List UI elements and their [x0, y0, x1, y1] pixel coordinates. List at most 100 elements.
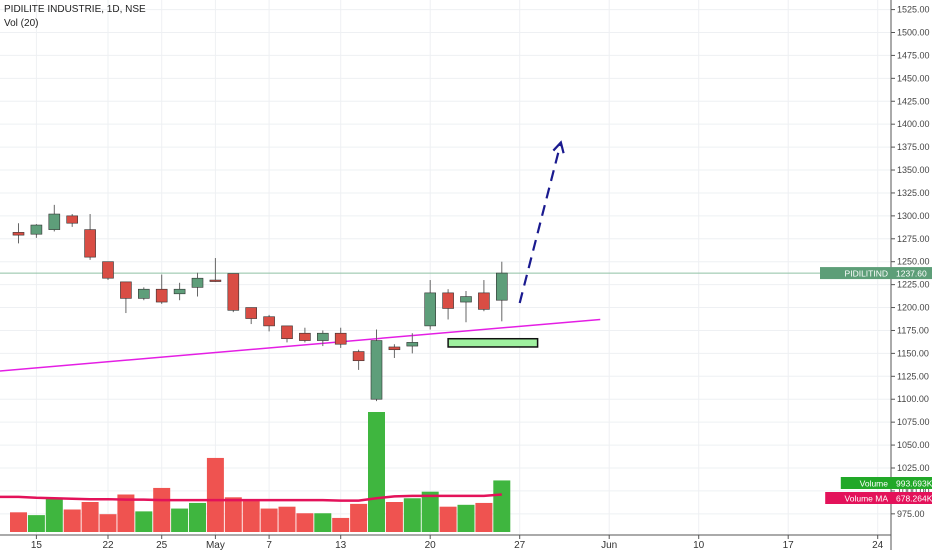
- volume-bar: [368, 412, 385, 532]
- y-tick-label: 1525.00: [897, 5, 930, 15]
- last-price-value-bg: [893, 267, 932, 280]
- volume-bar: [81, 502, 99, 532]
- grid: [0, 0, 890, 535]
- candle-body: [424, 292, 437, 327]
- volume-name: Volume: [860, 479, 889, 489]
- x-tick-label: 25: [156, 540, 168, 550]
- trendline: [0, 318, 601, 372]
- y-tick-label: 1475.00: [897, 50, 930, 60]
- last-price-name: PIDILITIND: [845, 269, 888, 279]
- candle-body: [138, 288, 150, 299]
- candle-body: [370, 340, 383, 400]
- y-tick-label: 1425.00: [897, 96, 930, 106]
- price-labels: PIDILITIND 1237.60 Volume 993.693K Volume MA…: [820, 267, 932, 504]
- volume-bar: [314, 513, 332, 532]
- volume-bar: [189, 502, 206, 532]
- volume-name-bg: [840, 477, 893, 489]
- x-tick-label: 10: [693, 540, 705, 550]
- support-zone: [447, 337, 539, 348]
- candle-body: [263, 316, 275, 327]
- volume-bar: [493, 480, 511, 532]
- candle-body: [227, 273, 240, 311]
- candle-body: [66, 215, 78, 224]
- candle-body: [495, 272, 508, 301]
- volume-ma-name-bg: [825, 492, 893, 504]
- volume-value: 993.693K: [896, 479, 932, 489]
- volume-bar: [224, 497, 242, 532]
- x-tick-label: 13: [335, 540, 347, 550]
- candle-body: [12, 232, 25, 236]
- volume-bar: [278, 506, 296, 532]
- y-tick-label: 975.00: [897, 509, 925, 519]
- candle-body: [245, 307, 257, 319]
- volume-bar: [296, 513, 314, 532]
- volume-bar: [99, 514, 117, 532]
- y-tick-label: 1400.00: [897, 119, 930, 129]
- y-tick-label: 1050.00: [897, 440, 930, 450]
- volume-bar: [27, 515, 45, 532]
- y-tick-label: 1225.00: [897, 280, 930, 290]
- y-tick-label: 1250.00: [897, 257, 930, 267]
- y-tick-label: 1075.00: [897, 417, 930, 427]
- y-tick-label: 1175.00: [897, 325, 929, 335]
- candle-body: [388, 346, 401, 351]
- volume-bar: [403, 498, 421, 532]
- volume-bar: [135, 511, 153, 532]
- x-tick-label: 27: [514, 540, 526, 550]
- volume-ma-line: [0, 493, 502, 502]
- candle-body: [48, 213, 61, 230]
- volume-bar: [206, 457, 224, 532]
- projection-arrow-line: [518, 142, 562, 304]
- x-tick-label: 17: [783, 540, 795, 550]
- volume-ma-layer: [0, 493, 502, 502]
- volume-ma-value: 678.264K: [896, 494, 932, 504]
- trendline-layer: [0, 318, 601, 372]
- volume-ma-value-bg: [893, 492, 932, 504]
- candle-body: [120, 281, 132, 299]
- candle-body: [30, 224, 43, 235]
- candles: [12, 204, 508, 402]
- candle-body: [352, 351, 365, 362]
- volume-bar: [350, 503, 368, 532]
- support-zone-layer: [447, 337, 539, 348]
- candle-body: [84, 229, 96, 258]
- y-tick-label: 1375.00: [897, 142, 930, 152]
- x-tick-label: May: [206, 540, 225, 550]
- candle-body: [299, 332, 311, 341]
- candle-body: [173, 288, 186, 295]
- y-tick-label: 1300.00: [897, 211, 930, 221]
- volume-indicator-title: Vol (20): [4, 18, 39, 29]
- candle-body: [316, 332, 329, 341]
- y-tick-label: 1100.00: [897, 394, 929, 404]
- volume-bar: [260, 508, 278, 532]
- volume-bar: [45, 498, 63, 532]
- x-tick-label: 24: [872, 540, 884, 550]
- volume-bar: [385, 502, 403, 532]
- volume-bar: [475, 502, 493, 532]
- last-price-value: 1237.60: [896, 269, 927, 279]
- candle-body: [460, 296, 472, 303]
- y-tick-label: 1450.00: [897, 73, 930, 83]
- volume-bar: [421, 491, 439, 532]
- x-tick-label: 22: [102, 540, 114, 550]
- candle-body: [406, 342, 419, 347]
- volume-value-bg: [893, 477, 932, 489]
- x-tick-label: 7: [266, 540, 272, 550]
- last-price-name-bg: [820, 267, 893, 280]
- volume-ma-name: Volume MA: [845, 494, 889, 504]
- volume-bar: [439, 506, 457, 532]
- candle-body: [442, 292, 454, 309]
- candle-body: [191, 277, 204, 288]
- y-tick-label: 1275.00: [897, 234, 930, 244]
- candle-body: [209, 279, 222, 282]
- symbol-title: PIDILITE INDUSTRIE, 1D, NSE: [4, 4, 146, 15]
- volume-bar: [10, 512, 27, 532]
- volume-bars: [10, 412, 511, 532]
- y-tick-label: 1150.00: [897, 348, 929, 358]
- projection-arrow-layer: [518, 140, 565, 304]
- candle-body: [155, 288, 168, 303]
- y-tick-label: 1500.00: [897, 28, 930, 38]
